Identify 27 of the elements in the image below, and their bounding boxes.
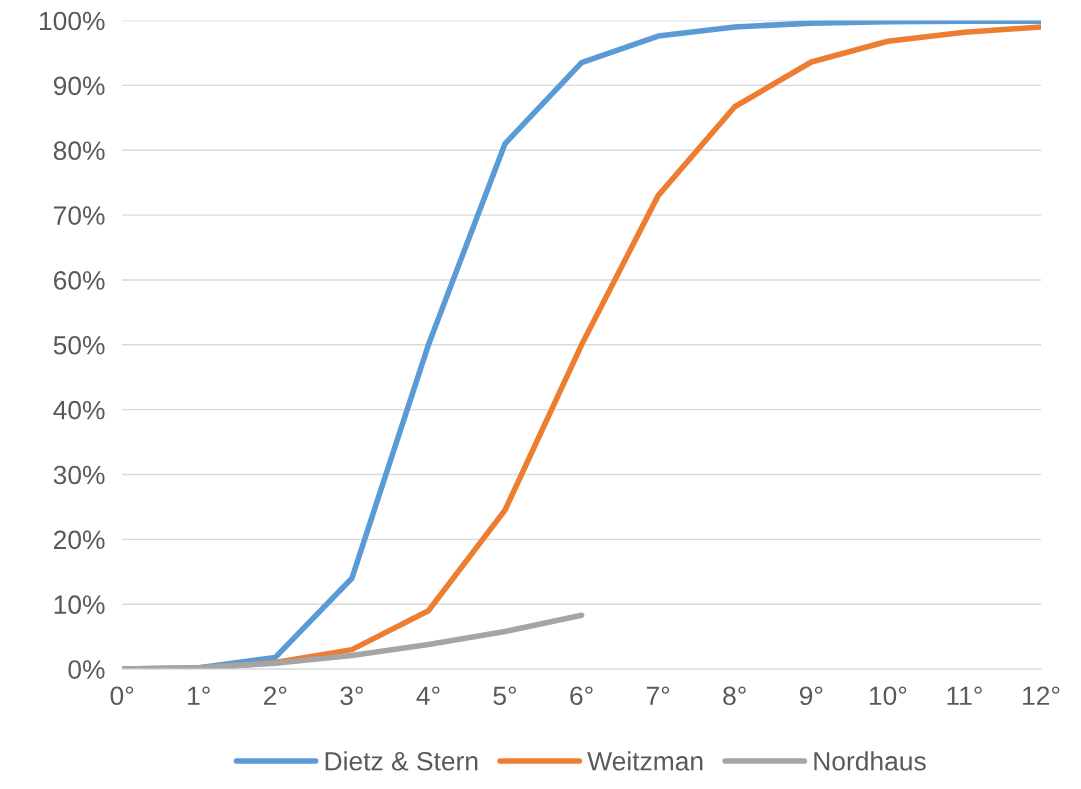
x-tick-label: 0° <box>110 686 134 706</box>
legend-label: Nordhaus <box>814 751 926 771</box>
y-tick-label: 30% <box>53 465 105 485</box>
y-tick-label: 20% <box>54 530 105 550</box>
y-tick-label: 40% <box>53 400 105 420</box>
y-tick-label: 80% <box>53 141 105 161</box>
y-tick-label: 10% <box>54 595 105 615</box>
y-tick-label: 90% <box>53 76 105 96</box>
x-tick-label: 11° <box>947 686 982 705</box>
x-tick-label: 5° <box>493 686 517 706</box>
y-tick-label: 100% <box>40 11 105 31</box>
x-tick-label: 7° <box>646 686 670 705</box>
y-tick-label: 50% <box>53 335 105 355</box>
x-tick-label: 12° <box>1023 686 1060 705</box>
x-tick-label: 3° <box>340 686 363 706</box>
legend-label: Dietz & Stern <box>325 751 478 771</box>
y-tick-label: 70% <box>54 206 105 225</box>
x-tick-label: 2° <box>264 686 287 705</box>
y-tick-label: 60% <box>54 271 105 290</box>
x-tick-label: 1° <box>188 686 210 705</box>
x-tick-label: 4° <box>416 686 440 705</box>
x-tick-label: 9° <box>799 686 823 706</box>
legend-label: Weitzman <box>587 751 703 771</box>
x-tick-label: 6° <box>570 686 593 706</box>
x-tick-label: 8° <box>723 686 746 706</box>
y-tick-label: 0% <box>68 660 105 679</box>
x-tick-label: 10° <box>869 686 907 706</box>
